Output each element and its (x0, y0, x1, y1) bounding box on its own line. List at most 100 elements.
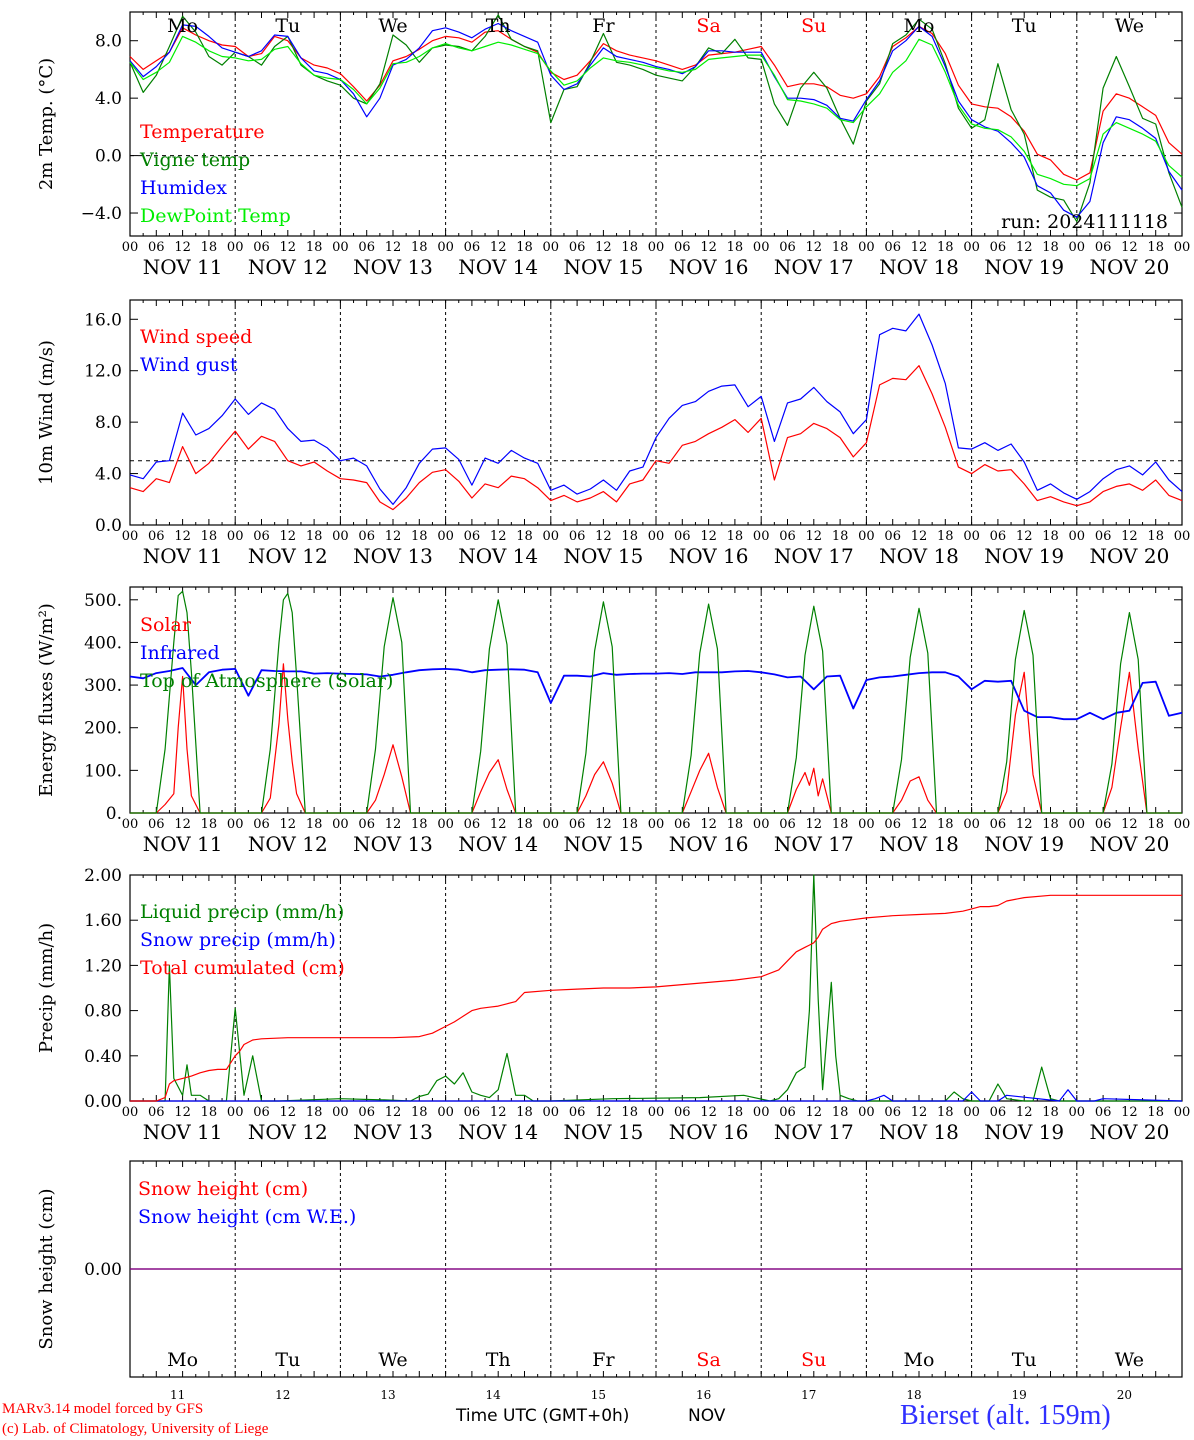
date-label: NOV 16 (669, 255, 749, 279)
hour-tick-label: 18 (1042, 529, 1059, 544)
day-number: 13 (380, 1388, 395, 1402)
plot-frame (129, 11, 1183, 237)
date-label: NOV 20 (1090, 1120, 1170, 1144)
hour-tick-label: 06 (569, 529, 586, 544)
hour-tick-label: 00 (1069, 240, 1086, 255)
hour-tick-label: 06 (464, 1105, 481, 1120)
hour-tick-label: 06 (148, 529, 165, 544)
day-name-bottom: Sa (696, 1349, 720, 1371)
hour-tick-label: 00 (1174, 1105, 1191, 1120)
hour-tick-label: 18 (832, 1105, 849, 1120)
date-label: NOV 17 (774, 544, 854, 568)
series-line (130, 590, 1182, 814)
y-tick-label: 0.0 (95, 147, 122, 167)
day-name-top: Tu (275, 15, 300, 37)
hour-tick-label: 06 (779, 529, 796, 544)
hour-tick-label: 00 (963, 529, 980, 544)
hour-tick-label: 00 (122, 1105, 139, 1120)
y-tick-label: 1.60 (84, 911, 122, 931)
y-axis-label: Energy fluxes (W/m²) (36, 603, 57, 797)
day-name-bottom: Mo (167, 1349, 198, 1371)
day-name-top: Su (801, 15, 826, 37)
y-tick-label: 400. (84, 633, 122, 653)
hour-tick-label: 12 (806, 817, 823, 832)
hour-tick-label: 12 (1016, 240, 1033, 255)
hour-tick-label: 12 (911, 817, 928, 832)
hour-tick-label: 12 (595, 1105, 612, 1120)
panel-1: 8.0 4.0 0.0 −4.0 2m Temp. (°C) Temperature Vig… (36, 11, 1190, 279)
hour-tick-label: 00 (543, 817, 560, 832)
hour-tick-label: 06 (884, 817, 901, 832)
hour-tick-label: 06 (253, 1105, 270, 1120)
hour-tick-label: 18 (937, 817, 954, 832)
hour-tick-label: 06 (779, 240, 796, 255)
day-name-bottom: Mo (904, 1349, 935, 1371)
date-label: NOV 13 (353, 832, 433, 856)
series-line (129, 667, 1183, 721)
date-label: NOV 13 (353, 1120, 433, 1144)
hour-tick-label: 12 (490, 529, 507, 544)
time-axis-label: Time UTC (GMT+0h) (456, 1406, 630, 1426)
date-label: NOV 16 (669, 1120, 749, 1144)
hour-tick-label: 12 (911, 240, 928, 255)
day-name-bottom: Tu (1012, 1349, 1037, 1371)
hour-tick-label: 06 (569, 1105, 586, 1120)
y-tick-label: 100. (84, 761, 122, 781)
station-name: Bierset (alt. 159m) (900, 1400, 1111, 1431)
hour-tick-label: 12 (1121, 240, 1138, 255)
y-tick-label: 200. (84, 719, 122, 739)
hour-tick-label: 00 (1069, 817, 1086, 832)
y-tick-label: 300. (84, 676, 122, 696)
series-line (129, 313, 1183, 505)
hour-tick-label: 12 (1121, 1105, 1138, 1120)
hour-tick-label: 06 (884, 1105, 901, 1120)
day-number: 18 (906, 1388, 921, 1402)
legend-entry: Infrared (140, 642, 220, 664)
legend-entry: Snow precip (mm/h) (140, 929, 336, 951)
hour-tick-label: 12 (806, 240, 823, 255)
hour-tick-label: 18 (516, 1105, 533, 1120)
hour-tick-label: 18 (1147, 240, 1164, 255)
hour-tick-label: 18 (937, 1105, 954, 1120)
panel-4: 2.00 1.60 1.20 0.80 0.40 0.00 Precip (mm/h) Liq… (36, 866, 1190, 1144)
y-tick-label: 0.00 (84, 1260, 122, 1280)
hour-tick-label: 12 (1121, 529, 1138, 544)
series-line (130, 1089, 1183, 1102)
hour-tick-label: 18 (621, 1105, 638, 1120)
day-number: 16 (696, 1388, 711, 1402)
hour-tick-label: 00 (437, 240, 454, 255)
hour-tick-label: 18 (306, 817, 323, 832)
date-label: NOV 11 (143, 255, 223, 279)
hour-tick-label: 12 (595, 240, 612, 255)
hour-tick-label: 06 (253, 240, 270, 255)
hour-tick-label: 12 (385, 1105, 402, 1120)
hour-tick-label: 12 (490, 817, 507, 832)
y-tick-label: 4.0 (95, 89, 122, 109)
day-number: 14 (486, 1388, 502, 1402)
date-label: NOV 12 (248, 255, 328, 279)
y-tick-label: 0.40 (84, 1047, 122, 1067)
hour-tick-label: 00 (648, 240, 665, 255)
hour-tick-label: 00 (543, 1105, 560, 1120)
hour-tick-label: 00 (437, 1105, 454, 1120)
hour-tick-label: 06 (148, 1105, 165, 1120)
series-line (129, 35, 1183, 187)
hour-tick-label: 12 (911, 529, 928, 544)
hour-tick-label: 18 (306, 529, 323, 544)
day-name-bottom: Tu (275, 1349, 300, 1371)
hour-tick-label: 12 (595, 529, 612, 544)
date-label: NOV 18 (879, 1120, 959, 1144)
hour-tick-label: 00 (543, 240, 560, 255)
hour-tick-label: 12 (700, 817, 717, 832)
day-number: 11 (170, 1388, 185, 1402)
hour-tick-label: 12 (700, 1105, 717, 1120)
day-name-top: Tu (1012, 15, 1037, 37)
hour-tick-label: 18 (411, 529, 428, 544)
hour-tick-label: 18 (727, 240, 744, 255)
panel-3: 500. 400. 300. 200. 100. 0. Energy fluxes (W/m… (36, 586, 1190, 856)
hour-tick-label: 06 (253, 817, 270, 832)
hour-tick-label: 12 (1016, 1105, 1033, 1120)
hour-tick-label: 00 (648, 817, 665, 832)
y-tick-label: 0.00 (84, 1092, 122, 1112)
hour-tick-label: 06 (253, 529, 270, 544)
